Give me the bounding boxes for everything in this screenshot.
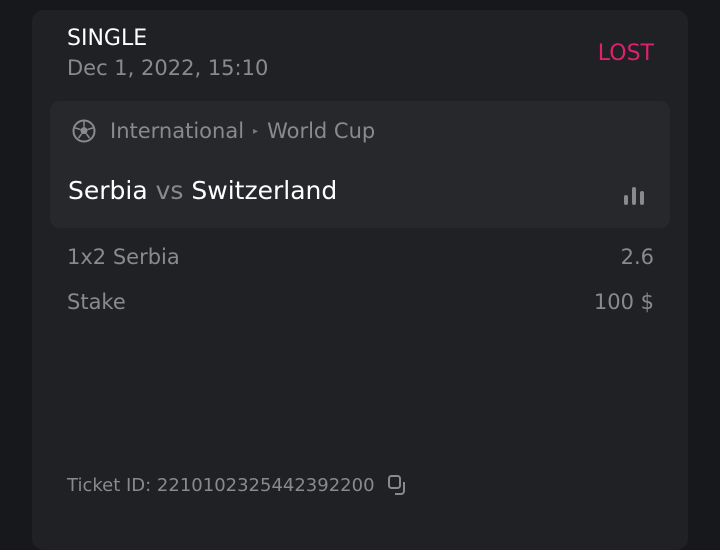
category-label: International — [110, 119, 245, 143]
stake-row: Stake 100 $ — [67, 290, 654, 314]
event-box[interactable]: International ▸ World Cup Serbia vs Swit… — [50, 101, 670, 228]
soccer-ball-icon — [72, 119, 96, 143]
league-label: World Cup — [267, 119, 376, 143]
selection-odds: 2.6 — [620, 245, 654, 269]
home-team: Serbia — [68, 176, 148, 205]
selection-label: 1x2 Serbia — [67, 245, 180, 269]
ticket-id-text: Ticket ID: 2210102325442392200 — [67, 474, 375, 496]
bet-date: Dec 1, 2022, 15:10 — [67, 56, 269, 80]
selection-row: 1x2 Serbia 2.6 — [67, 245, 654, 269]
away-team: Switzerland — [191, 176, 338, 205]
copy-icon[interactable] — [387, 474, 409, 496]
chevron-right-icon: ▸ — [253, 125, 259, 137]
breadcrumb: International ▸ World Cup — [72, 119, 375, 143]
bet-type: SINGLE — [67, 26, 148, 51]
bet-card: SINGLE Dec 1, 2022, 15:10 LOST Internati… — [32, 10, 688, 550]
stake-label: Stake — [67, 290, 126, 314]
vs-label: vs — [155, 176, 184, 205]
match-title: Serbia vs Switzerland — [68, 176, 337, 205]
stake-value: 100 $ — [593, 290, 654, 314]
bar-chart-icon[interactable] — [622, 185, 646, 205]
status-badge: LOST — [597, 41, 654, 66]
ticket-id: Ticket ID: 2210102325442392200 — [67, 474, 409, 496]
